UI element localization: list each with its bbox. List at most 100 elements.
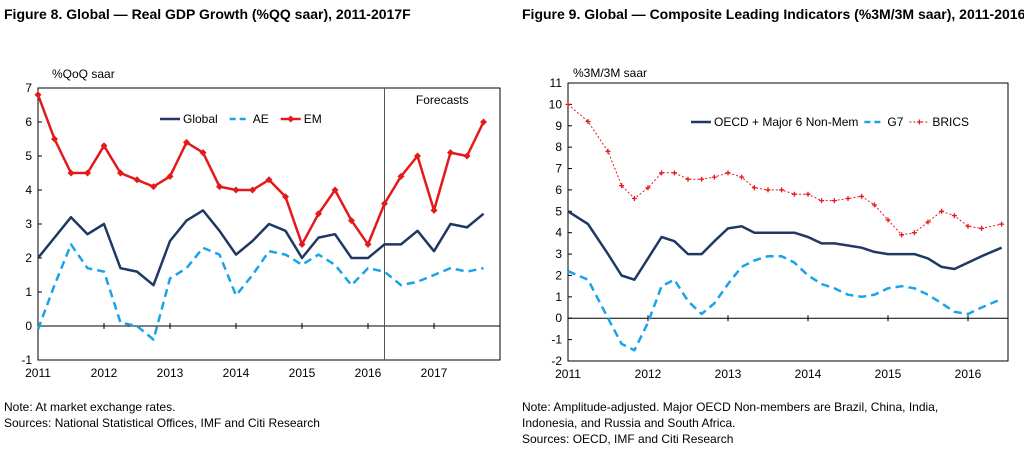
fig8-y-tick-label: 5 bbox=[25, 149, 32, 163]
fig8-point-em bbox=[463, 152, 471, 160]
fig9-point-brics bbox=[685, 176, 691, 182]
fig9-y-tick-label: 4 bbox=[555, 226, 562, 240]
fig8-point-em bbox=[348, 217, 355, 225]
fig8-point-em bbox=[381, 200, 388, 208]
fig9-point-brics bbox=[885, 217, 891, 223]
fig9-point-brics bbox=[979, 225, 985, 231]
fig9-point-brics bbox=[845, 195, 851, 201]
fig9-y-tick-label: 2 bbox=[555, 268, 562, 282]
fig9-plot-frame bbox=[567, 82, 1009, 362]
fig9-point-brics bbox=[605, 148, 611, 154]
fig8-x-tick-label: 2013 bbox=[157, 366, 184, 380]
fig8-forecast-label: Forecasts bbox=[416, 93, 469, 107]
figure-9-chart: -2 -1 0 1 2 3 4 5 6 7 8 9 10 11 2011 2012 2013 2014 2015 20… bbox=[549, 66, 1009, 381]
fig9-x-tick-label: 2012 bbox=[635, 367, 662, 381]
fig9-point-brics bbox=[779, 187, 785, 193]
fig8-y-tick-label: 4 bbox=[25, 183, 32, 197]
fig9-point-brics bbox=[999, 221, 1005, 227]
fig9-point-brics bbox=[899, 232, 905, 238]
fig9-legend-label-brics: BRICS bbox=[932, 115, 969, 129]
fig8-y-tick-label: 6 bbox=[25, 115, 32, 129]
fig9-point-brics bbox=[925, 219, 931, 225]
fig8-y-tick-label: 7 bbox=[25, 81, 32, 95]
fig9-x-tick-label: 2011 bbox=[555, 367, 581, 381]
fig9-y-tick-label: 6 bbox=[555, 183, 562, 197]
fig8-point-em bbox=[67, 169, 75, 177]
fig9-y-tick-label: 11 bbox=[550, 76, 563, 90]
fig9-point-brics bbox=[565, 101, 571, 107]
figure-9-sources: Sources: OECD, IMF and Citi Research bbox=[522, 432, 734, 446]
fig8-point-em bbox=[447, 149, 454, 157]
fig9-point-brics bbox=[725, 170, 731, 176]
fig9-point-brics bbox=[585, 118, 591, 124]
fig8-point-em bbox=[117, 169, 124, 177]
fig8-x-tick-label: 2014 bbox=[223, 366, 250, 380]
fig8-y-tick-label: 3 bbox=[25, 217, 32, 231]
figure-8-chart: -1 0 1 2 3 4 5 6 7 2011 2012 2013 2014 2015 2016 2017 %Q… bbox=[21, 67, 501, 380]
fig8-point-em bbox=[51, 135, 58, 143]
fig9-x-tick-label: 2014 bbox=[795, 367, 822, 381]
fig8-series-line-em bbox=[36, 94, 485, 246]
fig9-y-tick-label: 7 bbox=[555, 162, 562, 176]
fig8-y-tick-label: 2 bbox=[25, 251, 32, 265]
fig9-point-brics bbox=[871, 202, 877, 208]
fig9-point-brics bbox=[631, 195, 637, 201]
fig8-point-em bbox=[150, 183, 157, 191]
figure-8-panel: Figure 8. Global — Real GDP Growth (%QQ … bbox=[4, 6, 504, 431]
fig8-point-em bbox=[430, 206, 438, 214]
fig9-point-brics bbox=[911, 230, 917, 236]
fig8-x-tick-label: 2012 bbox=[91, 366, 118, 380]
fig8-series-line-ae bbox=[36, 243, 484, 341]
figure-8-note: Note: At market exchange rates. bbox=[4, 400, 176, 414]
fig9-point-brics bbox=[765, 187, 771, 193]
fig9-point-brics bbox=[645, 185, 651, 191]
fig9-point-brics bbox=[659, 170, 665, 176]
fig8-legend-marker-em bbox=[287, 115, 295, 123]
fig8-point-em bbox=[133, 176, 141, 184]
fig9-y-tick-label: -1 bbox=[551, 333, 562, 347]
figure-8-notes: Note: At market exchange rates. Sources:… bbox=[4, 399, 504, 431]
fig9-point-brics bbox=[619, 183, 625, 189]
fig9-y-tick-label: 8 bbox=[555, 140, 562, 154]
fig8-x-tick-label: 2011 bbox=[25, 366, 51, 380]
fig9-point-brics bbox=[859, 193, 865, 199]
fig9-legend-marker-brics bbox=[916, 119, 922, 125]
fig9-point-brics bbox=[671, 170, 677, 176]
figure-8-sources: Sources: National Statistical Offices, I… bbox=[4, 416, 320, 430]
fig9-y-tick-label: 3 bbox=[555, 247, 562, 261]
fig9-x-tick-label: 2013 bbox=[715, 367, 742, 381]
fig8-point-em bbox=[331, 186, 339, 194]
fig8-legend-label-ae: AE bbox=[253, 112, 269, 126]
fig9-point-brics bbox=[831, 198, 837, 204]
fig8-y-tick-label: 0 bbox=[25, 319, 32, 333]
fig9-x-tick-label: 2015 bbox=[875, 367, 902, 381]
fig8-series-line-global bbox=[37, 209, 485, 287]
fig8-point-em bbox=[100, 142, 108, 150]
fig9-point-brics bbox=[699, 176, 705, 182]
fig9-point-brics bbox=[805, 191, 811, 197]
fig9-point-brics bbox=[965, 223, 971, 229]
figure-9-panel: Figure 9. Global — Composite Leading Ind… bbox=[518, 0, 1024, 453]
fig8-point-em bbox=[199, 149, 207, 157]
fig8-y-tick-label: -1 bbox=[21, 353, 32, 367]
fig9-series-line-brics bbox=[567, 104, 1002, 236]
fig8-y-axis-label: %QoQ saar bbox=[52, 67, 115, 81]
fig8-point-em bbox=[480, 118, 487, 126]
fig8-point-em bbox=[232, 186, 240, 194]
fig9-point-brics bbox=[951, 213, 957, 219]
fig9-y-tick-label: 9 bbox=[555, 119, 562, 133]
fig8-point-em bbox=[84, 169, 91, 177]
fig9-legend-label-g7: G7 bbox=[887, 115, 903, 129]
fig9-point-brics bbox=[819, 198, 825, 204]
fig9-y-axis-label: %3M/3M saar bbox=[573, 66, 647, 80]
fig9-series-line-g7 bbox=[567, 254, 1003, 352]
fig9-point-brics bbox=[739, 174, 745, 180]
fig9-y-tick-label: 10 bbox=[549, 97, 563, 111]
fig8-point-em bbox=[216, 183, 223, 191]
figure-9-note-line-1: Note: Amplitude-adjusted. Major OECD Non… bbox=[522, 400, 939, 414]
fig8-point-em bbox=[249, 186, 256, 194]
fig8-point-em bbox=[414, 152, 421, 160]
fig8-y-tick-label: 1 bbox=[25, 285, 32, 299]
fig9-x-tick-label: 2016 bbox=[955, 367, 982, 381]
fig8-point-em bbox=[315, 210, 322, 218]
